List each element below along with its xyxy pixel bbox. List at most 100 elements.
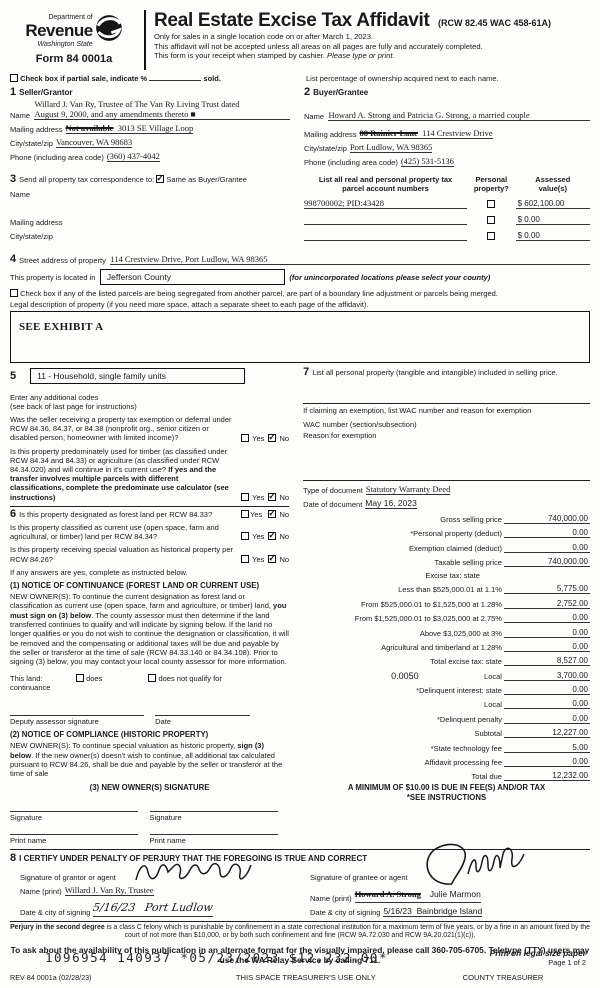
seller-city-field[interactable]: Vancouver, WA 98683	[55, 137, 133, 148]
does-checkbox[interactable]	[76, 674, 84, 683]
type-of-document-field[interactable]: Statutory Warranty Deed	[365, 484, 451, 496]
section-7-tax-column: 7 List all personal property (tangible an…	[297, 367, 590, 845]
correspondence-mailing-label: Mailing address	[10, 218, 63, 227]
new-owner-signature-field-1[interactable]	[10, 802, 139, 812]
county-select[interactable]: Jefferson County	[99, 269, 285, 285]
yes-checkbox[interactable]	[241, 433, 250, 442]
grantee-date-city-label: Date & city of signing	[310, 907, 381, 917]
wac-number-label: WAC number (section/subsection)	[303, 420, 417, 430]
parcel-number-field[interactable]: 998700002; PID:43428	[304, 198, 468, 209]
delinquent-interest-local-field[interactable]: 0.00	[503, 699, 590, 710]
total-due-field[interactable]: 12,232.00	[503, 771, 590, 782]
deputy-date-field[interactable]	[155, 706, 250, 717]
personal-property-deduct-field[interactable]: 0.00	[503, 528, 590, 539]
grantee-printname-field[interactable]: Howard A. Strong Julie Marmon	[354, 884, 481, 903]
buyer-phone-field[interactable]: (425) 531-5136	[400, 156, 454, 167]
buyer-city-field[interactable]: Port Ludlow, WA 98365	[349, 142, 433, 153]
seller-phone-field[interactable]: (360) 437-4042	[106, 151, 160, 162]
continuance-label: continuance	[10, 683, 51, 693]
tier2-tax-field[interactable]: 2,752.00	[503, 599, 590, 609]
personal-property-checkbox-1[interactable]	[487, 200, 496, 208]
signature-label: Signature	[10, 812, 43, 822]
seller-name-field[interactable]: Willard J. Van Ry, Trustee of The Van Ry…	[34, 99, 290, 120]
tax-row-label: Local	[484, 671, 502, 681]
tier4-tax-field[interactable]: 0.00	[503, 628, 590, 638]
yes-checkbox[interactable]	[241, 510, 250, 519]
new-owner-signature-field-2[interactable]	[149, 802, 278, 812]
legal-description-field[interactable]: SEE EXHIBIT A	[10, 311, 590, 363]
assessed-value-field-2[interactable]: $ 0.00	[515, 215, 590, 225]
tax-row-label: Above $3,025,000 at 3%	[419, 628, 502, 638]
exemption-note: If claiming an exemption, list WAC numbe…	[303, 406, 532, 416]
buyer-mailing-field[interactable]: 88 Rainier Lane 114 Crestview Drive	[359, 128, 493, 139]
grantor-printname-label: Name (print)	[20, 886, 62, 896]
delinquent-interest-state-field[interactable]: 0.00	[503, 685, 590, 696]
local-rate-value: 0.0050	[391, 670, 419, 681]
form-title: Real Estate Excise Tax Affidavit	[154, 10, 430, 31]
yes-checkbox[interactable]	[241, 492, 250, 501]
no-checkbox-checked[interactable]	[268, 530, 277, 541]
seller-grantor-heading: Seller/Grantor	[19, 88, 73, 97]
total-excise-state-field[interactable]: 8,527.00	[503, 656, 590, 667]
tier1-tax-field[interactable]: 5,775.00	[503, 584, 590, 595]
same-as-buyer-checkbox[interactable]	[156, 173, 165, 184]
no-checkbox-checked[interactable]	[268, 432, 277, 443]
seller-city-label: City/state/zip	[10, 139, 53, 148]
reason-exemption-field[interactable]	[303, 440, 590, 480]
parcel-number-field-3[interactable]	[304, 240, 468, 241]
deputy-date-label: Date	[155, 717, 171, 727]
partial-sale-percent-field[interactable]	[149, 80, 202, 81]
no-checkbox-checked[interactable]	[268, 508, 277, 519]
grantee-date-city-field[interactable]: 5/16/23 Bainbridge Island	[383, 905, 483, 917]
buyer-name-label: Name	[304, 112, 325, 121]
type-of-document-label: Type of document	[303, 486, 363, 496]
notice-compliance-title: (2) NOTICE OF COMPLIANCE (HISTORIC PROPE…	[10, 730, 209, 740]
buyer-name-field[interactable]: Howard A. Strong and Patricia G. Strong,…	[328, 110, 590, 121]
delinquent-penalty-field[interactable]: 0.00	[503, 714, 590, 724]
segregated-checkbox[interactable]	[10, 289, 18, 297]
print-legal-size-note: Print on legal size paper	[489, 948, 586, 958]
state-technology-fee-field[interactable]: 5.00	[503, 743, 590, 753]
exemption-claimed-field[interactable]: 0.00	[503, 543, 590, 553]
yes-checkbox[interactable]	[241, 532, 250, 541]
yes-checkbox[interactable]	[241, 554, 250, 563]
timber-use-answer: Yes No	[237, 491, 289, 502]
does-not-checkbox[interactable]	[148, 674, 157, 683]
taxable-selling-price-field[interactable]: 740,000.00	[503, 557, 590, 567]
legal-description-value: SEE EXHIBIT A	[19, 321, 104, 333]
parcel-number-field-2[interactable]	[304, 224, 468, 225]
date-of-document-field[interactable]: May 16, 2023	[365, 498, 417, 510]
local-tax-field[interactable]: 3,700.00	[503, 671, 590, 681]
tax-row-label: Local	[484, 700, 502, 710]
new-owner-printname-field-1[interactable]	[10, 826, 139, 835]
partial-sale-checkbox[interactable]	[10, 74, 18, 82]
assessed-value-field-3[interactable]: $ 0.00	[515, 231, 590, 241]
form-number: Form 84 0001a	[35, 53, 113, 65]
tax-row-label: Gross selling price	[440, 514, 502, 524]
agricultural-tax-field[interactable]: 0.00	[503, 642, 590, 652]
land-use-code-field[interactable]: 11 - Household, single family units	[30, 368, 246, 384]
personal-property-checkbox-3[interactable]	[487, 232, 496, 240]
affidavit-processing-fee-field[interactable]: 0.00	[503, 757, 590, 768]
tier3-tax-field[interactable]: 0.00	[503, 613, 590, 624]
subtotal-field[interactable]: 12,227.00	[503, 728, 590, 739]
no-checkbox-checked[interactable]	[268, 553, 277, 564]
seller-mailing-field[interactable]: Not available 3013 SE Village Loop	[65, 123, 194, 134]
gross-selling-price-field[interactable]: 740,000.00	[503, 514, 590, 524]
deputy-assessor-signature-field[interactable]	[10, 706, 144, 717]
tax-row-label: From $1,525,000.01 to $3,025,000 at 2.75…	[354, 614, 502, 624]
additional-codes-note: (see back of last page for instructions)	[10, 402, 137, 411]
sold-label: sold.	[203, 74, 221, 83]
street-address-field[interactable]: 114 Crestview Drive, Port Ludlow, WA 983…	[110, 254, 590, 265]
notice-continuance-title: (1) NOTICE OF CONTINUANCE (FOREST LAND O…	[10, 581, 260, 591]
personal-property-checkbox-2[interactable]	[487, 216, 496, 224]
cashier-stamp: 1096954 140937 *05/23/2023 $12,232.00*	[45, 950, 388, 965]
new-owner-signature-title: (3) NEW OWNER(S) SIGNATURE	[89, 782, 210, 792]
partial-sale-label: Check box if partial sale, indicate %	[20, 74, 148, 83]
grantor-date-city-field[interactable]: 5/16/23 Port Ludlow	[93, 898, 213, 917]
new-owner-printname-field-2[interactable]	[149, 826, 278, 835]
personal-property-list-field[interactable]	[303, 377, 590, 403]
grantor-printname-field[interactable]: Willard J. Van Ry, Trustee	[64, 884, 154, 896]
assessed-value-field[interactable]: $ 602,100.00	[515, 199, 590, 209]
no-checkbox-checked[interactable]	[268, 491, 277, 502]
